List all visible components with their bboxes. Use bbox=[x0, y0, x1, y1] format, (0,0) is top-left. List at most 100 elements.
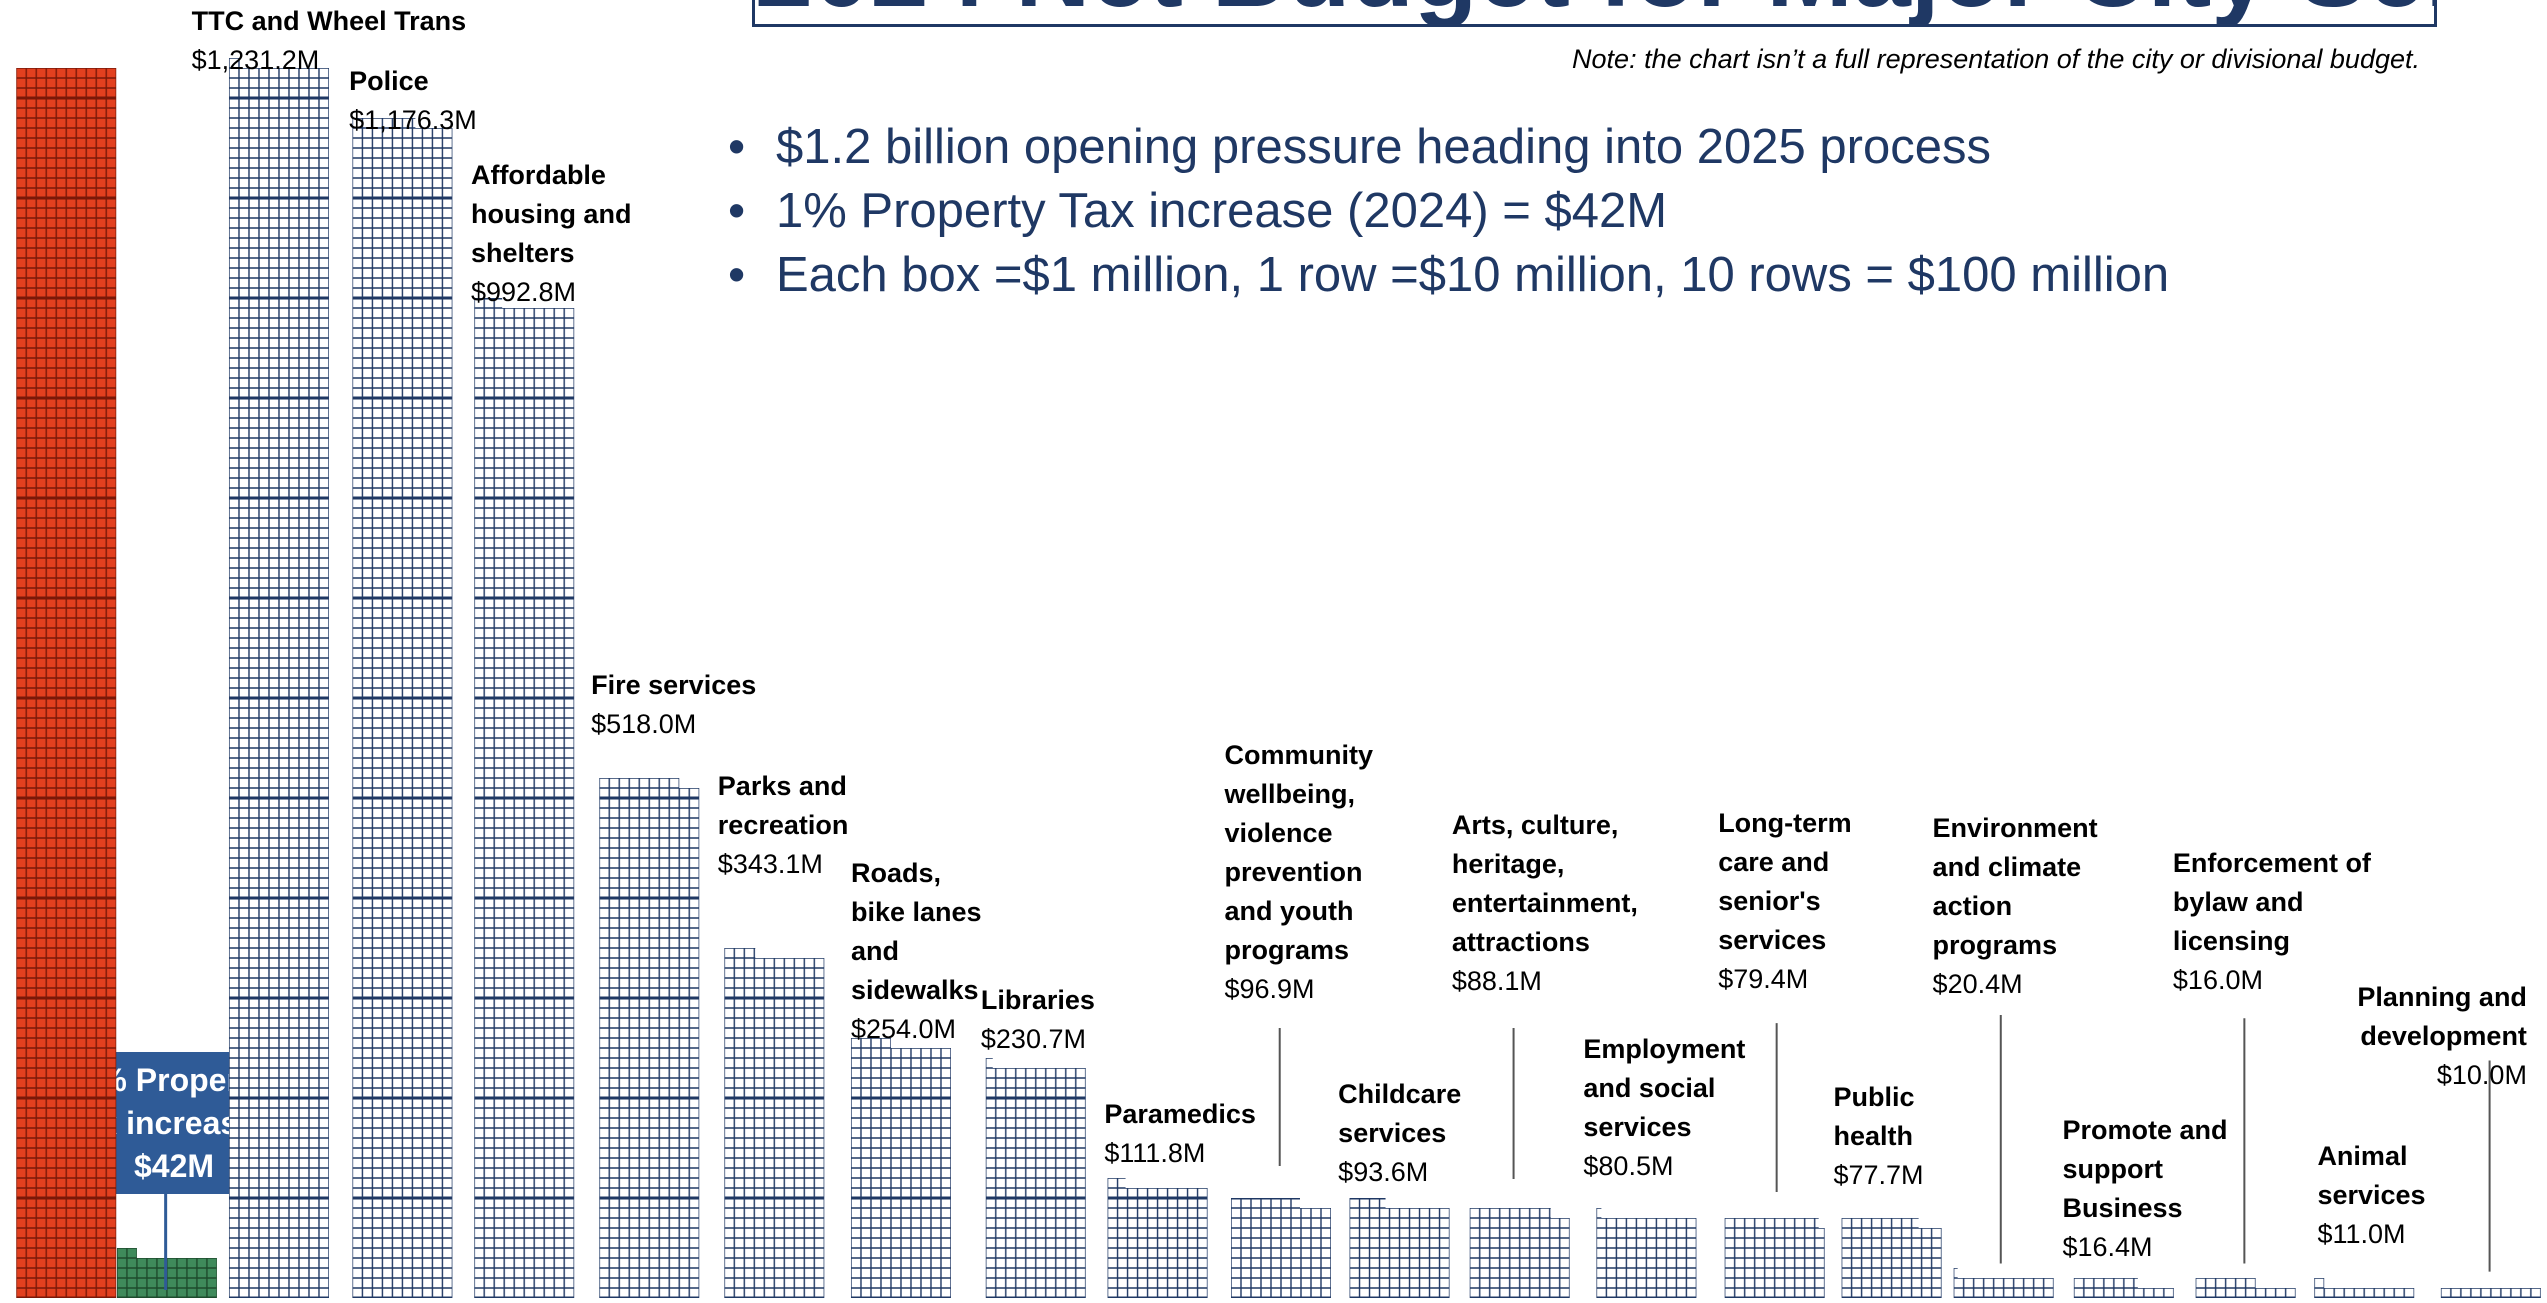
bullet-item: • $1.2 billion opening pressure heading i… bbox=[728, 119, 1991, 175]
category-name: Animal services bbox=[2317, 1140, 2426, 1210]
category-name: Paramedics bbox=[1104, 1098, 1256, 1129]
waffle-rows bbox=[2314, 1288, 2415, 1298]
waffle-partial-row bbox=[1230, 1198, 1300, 1208]
category-label: TTC and Wheel Trans $1,231.2M bbox=[192, 2, 517, 80]
category-label: Long-term care and senior's services $79.… bbox=[1718, 804, 1864, 999]
category-label: Fire services $518.0M bbox=[591, 666, 786, 744]
waffle-rows bbox=[1724, 1228, 1825, 1298]
category-name: Roads, bike lanes and sidewalks bbox=[850, 858, 982, 1006]
category-name: Environment and climate action programs bbox=[1932, 812, 2098, 960]
value-label: $88.1M bbox=[1451, 965, 1542, 996]
waffle-column bbox=[2440, 1288, 2541, 1298]
title: 2024 Net Budget for Major City Services bbox=[752, 0, 2437, 27]
value-label: $111.8M bbox=[1104, 1137, 1206, 1168]
bullet-dot: • bbox=[728, 184, 746, 238]
waffle-partial-row bbox=[1107, 1178, 1126, 1188]
waffle-partial-row bbox=[228, 58, 241, 68]
category-name: Community wellbeing, violence prevention… bbox=[1224, 739, 1373, 965]
category-name: Affordable housing and shelters bbox=[470, 159, 632, 268]
waffle-partial-row bbox=[724, 948, 756, 958]
note: Note: the chart isn’t a full representat… bbox=[1572, 44, 2420, 74]
value-label: $16.4M bbox=[2062, 1231, 2153, 1262]
waffle-partial-row bbox=[1953, 1268, 1958, 1278]
category-name: Long-term care and senior's services bbox=[1718, 807, 1852, 955]
bullet-item: • 1% Property Tax increase (2024) = $42M bbox=[728, 183, 1668, 239]
value-label: $93.6M bbox=[1338, 1157, 1429, 1188]
bullet-dot: • bbox=[728, 248, 746, 302]
waffle-rows bbox=[985, 1068, 1086, 1298]
waffle-column bbox=[16, 68, 117, 1298]
bullet-dot: • bbox=[728, 120, 746, 174]
waffle-rows bbox=[352, 128, 453, 1298]
waffle-partial-row bbox=[474, 298, 503, 308]
waffle-partial-row bbox=[1349, 1198, 1386, 1208]
waffle-rows bbox=[1469, 1218, 1570, 1298]
category-label: Environment and climate action programs $… bbox=[1933, 809, 2128, 1004]
bullet-item: • Each box =$1 million, 1 row =$10 millio… bbox=[728, 247, 2169, 303]
waffle-partial-row bbox=[1596, 1208, 1602, 1218]
value-label: $254.0M bbox=[850, 1014, 957, 1045]
category-label: Enforcement of bylaw and licensing $16.0M bbox=[2173, 844, 2392, 1000]
category-label: Arts, culture, heritage, entertainment, … bbox=[1452, 806, 1671, 1001]
value-label: $79.4M bbox=[1718, 963, 1809, 994]
category-label: Planning and development $10.0M bbox=[2332, 978, 2527, 1095]
category-name: Promote and support Business bbox=[2062, 1114, 2228, 1223]
category-label: Affordable housing and shelters $992.8M bbox=[471, 156, 633, 312]
waffle-column bbox=[1841, 1218, 1942, 1298]
category-name: Arts, culture, heritage, entertainment, … bbox=[1451, 809, 1638, 957]
bullet-text: 1% Property Tax increase (2024) = $42M bbox=[776, 184, 1668, 238]
waffle-partial-row bbox=[1841, 1218, 1919, 1228]
category-name: Employment and social services bbox=[1583, 1033, 1746, 1142]
waffle-partial-row bbox=[850, 1038, 891, 1048]
waffle-rows bbox=[2073, 1288, 2174, 1298]
category-label: Police $1,176.3M bbox=[349, 62, 544, 140]
category-label: Parks and recreation $343.1M bbox=[718, 767, 864, 884]
category-label: Animal services $11.0M bbox=[2317, 1137, 2439, 1254]
category-name: Planning and development bbox=[2357, 981, 2527, 1051]
category-label: Employment and social services $80.5M bbox=[1583, 1030, 1770, 1186]
waffle-column bbox=[724, 948, 825, 1298]
waffle-rows bbox=[2440, 1288, 2541, 1298]
category-name: Parks and recreation bbox=[717, 770, 849, 840]
value-label: $343.1M bbox=[717, 848, 823, 879]
waffle-rows bbox=[1841, 1228, 1942, 1298]
waffle-column bbox=[228, 58, 329, 1298]
waffle-rows bbox=[1953, 1278, 2054, 1298]
waffle-column bbox=[599, 778, 700, 1298]
waffle-column bbox=[352, 118, 453, 1298]
value-label: $1,231.2M bbox=[191, 44, 320, 75]
waffle-partial-row bbox=[985, 1058, 993, 1068]
waffle-rows bbox=[228, 68, 329, 1298]
value-label: $96.9M bbox=[1224, 973, 1315, 1004]
value-label: $20.4M bbox=[1932, 968, 2023, 999]
waffle-column bbox=[2314, 1278, 2415, 1298]
value-label: $230.7M bbox=[980, 1023, 1086, 1054]
waffle-rows bbox=[599, 788, 700, 1298]
bullet-text: $1.2 billion opening pressure heading in… bbox=[776, 120, 1991, 174]
category-label: Paramedics $111.8M bbox=[1104, 1095, 1283, 1173]
waffle-rows bbox=[16, 68, 117, 1298]
waffle-partial-row bbox=[1724, 1218, 1819, 1228]
value-label: $16.0M bbox=[2172, 965, 2263, 996]
waffle-partial-row bbox=[352, 118, 416, 128]
waffle-partial-row bbox=[2314, 1278, 2325, 1288]
category-name: TTC and Wheel Trans bbox=[191, 5, 467, 36]
waffle-column bbox=[1953, 1268, 2054, 1298]
waffle-column bbox=[1349, 1198, 1450, 1298]
waffle-rows bbox=[1230, 1208, 1331, 1298]
value-label: $80.5M bbox=[1583, 1150, 1674, 1181]
category-label: Libraries $230.7M bbox=[981, 981, 1127, 1059]
waffle-rows bbox=[850, 1048, 951, 1298]
category-name: Libraries bbox=[980, 984, 1095, 1015]
waffle-partial-row bbox=[599, 778, 680, 788]
category-name: Police bbox=[349, 65, 429, 96]
value-label: $518.0M bbox=[591, 708, 697, 739]
waffle-column bbox=[1230, 1198, 1331, 1298]
waffle-rows bbox=[2195, 1288, 2296, 1298]
value-label: $11.0M bbox=[2317, 1218, 2406, 1249]
waffle-rows bbox=[724, 958, 825, 1298]
waffle-column bbox=[850, 1038, 951, 1298]
waffle-partial-row bbox=[1469, 1208, 1551, 1218]
